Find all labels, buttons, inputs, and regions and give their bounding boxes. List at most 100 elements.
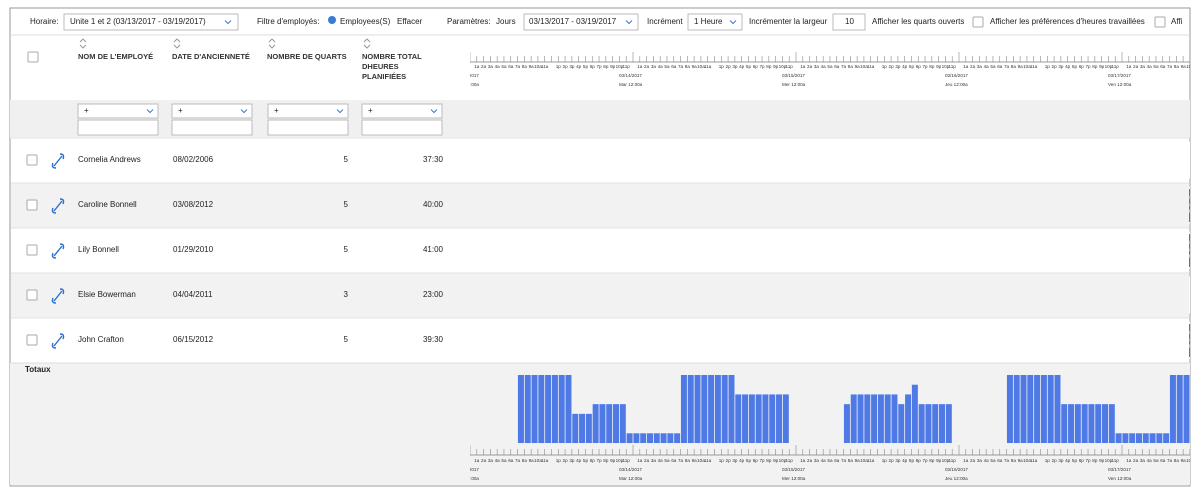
link-icon[interactable] — [51, 153, 65, 169]
hour-label: 5p — [746, 458, 752, 463]
filter-placeholder[interactable]: + — [84, 106, 89, 115]
hour-label: 5p — [909, 64, 915, 69]
hour-label: 4p — [902, 64, 908, 69]
filter-select[interactable] — [77, 103, 159, 119]
checkbox[interactable] — [26, 289, 38, 301]
checkbox[interactable] — [27, 51, 39, 63]
hour-label: 5p — [1072, 64, 1078, 69]
coverage-bar — [1047, 375, 1054, 443]
hour-label: 6a — [997, 458, 1003, 463]
coverage-bar — [619, 404, 626, 443]
hour-label: 1p — [882, 64, 888, 69]
sort-icon[interactable] — [363, 38, 371, 49]
select-value[interactable]: Unite 1 et 2 (03/13/2017 - 03/19/2017) — [70, 17, 206, 26]
hour-label: 1p — [556, 64, 562, 69]
link-icon[interactable] — [51, 288, 65, 304]
hour-label: 3a — [977, 64, 983, 69]
link[interactable]: Effacer — [397, 17, 423, 26]
sort-icon[interactable] — [173, 38, 181, 49]
checkbox[interactable] — [26, 199, 38, 211]
checkbox[interactable] — [26, 334, 38, 346]
coverage-bar — [918, 404, 925, 443]
hour-label: 11a — [541, 64, 549, 69]
filter-select[interactable] — [171, 103, 253, 119]
link-icon[interactable] — [51, 198, 65, 214]
column-header[interactable]: NOMBRE DE QUARTS — [267, 52, 347, 61]
hour-label: 8a — [848, 458, 854, 463]
hour-label: 9p — [936, 64, 942, 69]
hour-label: 2a — [1133, 64, 1139, 69]
sort-icon[interactable] — [79, 38, 87, 49]
range-select[interactable] — [523, 13, 639, 31]
select-value[interactable]: 1 Heure — [694, 17, 723, 26]
filter-select[interactable] — [361, 103, 443, 119]
checkbox[interactable] — [26, 244, 38, 256]
label: Incrément — [647, 17, 683, 26]
column-header[interactable]: NOMBRE TOTAL — [362, 52, 422, 61]
label: Affi — [1171, 17, 1183, 26]
planned-hours: 40:00 — [423, 200, 444, 209]
link-icon[interactable] — [51, 243, 65, 259]
hour-label: 7p — [759, 458, 765, 463]
column-header[interactable]: DATE D'ANCIENNETÉ — [172, 52, 250, 61]
hour-label: 8p — [929, 64, 935, 69]
filter-placeholder[interactable]: + — [274, 106, 279, 115]
filter-select[interactable] — [267, 103, 349, 119]
filter-input[interactable] — [171, 119, 253, 136]
hour-label: 6a — [508, 458, 514, 463]
checkbox[interactable] — [1154, 16, 1166, 28]
hour-label: 9a — [1018, 64, 1024, 69]
seniority-date: 04/04/2011 — [173, 290, 213, 299]
column-header[interactable]: PLANIFIÉES — [362, 72, 406, 81]
hour-label: 7p — [596, 64, 602, 69]
hour-label: 3a — [814, 64, 820, 69]
column-header[interactable]: NOM DE L'EMPLOYÉ — [78, 52, 153, 61]
hour-label: 6a — [834, 458, 840, 463]
hour-label: 5a — [990, 64, 996, 69]
checkbox[interactable] — [26, 154, 38, 166]
hour-label: 8p — [603, 64, 609, 69]
hour-label: 7a — [841, 64, 847, 69]
filter-input[interactable] — [361, 119, 443, 136]
hour-label: 4a — [658, 458, 664, 463]
filter-input[interactable] — [77, 119, 159, 136]
hour-label: 5p — [1072, 458, 1078, 463]
day-date: 03/16/2017 — [945, 467, 968, 472]
hour-label: 7p — [759, 64, 765, 69]
hour-label: 9a — [1181, 64, 1187, 69]
filter-placeholder[interactable]: + — [178, 106, 183, 115]
input-value[interactable]: 10 — [845, 17, 854, 26]
column-header[interactable]: DHEURES — [362, 62, 399, 71]
coverage-bar — [1149, 433, 1156, 443]
hour-label: 10p — [942, 458, 950, 463]
coverage-bar — [1135, 433, 1142, 443]
checkbox[interactable] — [972, 16, 984, 28]
width-input[interactable] — [832, 13, 866, 31]
coverage-bar — [898, 404, 905, 443]
shift-count: 5 — [344, 335, 349, 344]
label: Horaire: — [30, 17, 58, 26]
hour-label: 2p — [1052, 64, 1058, 69]
coverage-bar — [1183, 375, 1190, 443]
hour-label: 6a — [671, 64, 677, 69]
coverage-bar — [871, 394, 878, 443]
select-value[interactable]: 03/13/2017 - 03/19/2017 — [529, 17, 617, 26]
hour-label: 6a — [997, 64, 1003, 69]
link-icon[interactable] — [51, 333, 65, 349]
coverage-bar — [667, 433, 674, 443]
day-label: Mar 12:00a — [619, 476, 643, 481]
coverage-bar — [674, 433, 681, 443]
hour-label: 2p — [889, 64, 895, 69]
filter-input[interactable] — [267, 119, 349, 136]
increment-select[interactable] — [687, 13, 743, 31]
hour-label: 1a — [637, 64, 643, 69]
hour-label: 1a — [800, 64, 806, 69]
filter-placeholder[interactable]: + — [368, 106, 373, 115]
hour-label: 4p — [1065, 64, 1071, 69]
planned-hours: 37:30 — [423, 155, 444, 164]
hour-label: 6p — [753, 64, 759, 69]
sort-icon[interactable] — [268, 38, 276, 49]
schedule-select[interactable] — [63, 13, 239, 31]
shift-unit: Unite 1 — [1187, 337, 1200, 342]
